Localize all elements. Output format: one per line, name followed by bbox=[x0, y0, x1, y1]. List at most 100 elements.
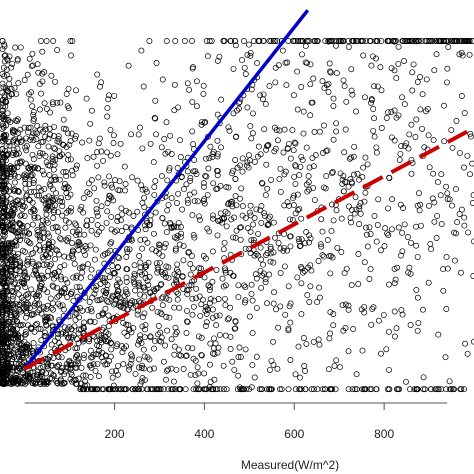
scatter-point bbox=[57, 379, 64, 386]
scatter-point bbox=[184, 197, 191, 204]
scatter-point bbox=[48, 177, 55, 184]
scatter-point bbox=[177, 154, 184, 160]
scatter-point bbox=[139, 186, 146, 193]
scatter-point bbox=[255, 143, 262, 150]
scatter-point bbox=[296, 172, 303, 179]
scatter-point bbox=[97, 281, 104, 287]
scatter-point bbox=[202, 304, 209, 311]
scatter-point bbox=[292, 163, 299, 170]
scatter-point bbox=[186, 86, 193, 93]
scatter-point bbox=[430, 170, 437, 177]
scatter-point bbox=[163, 314, 170, 320]
scatter-point bbox=[13, 266, 20, 273]
scatter-point bbox=[378, 125, 385, 131]
scatter-point bbox=[90, 386, 97, 393]
scatter-point bbox=[182, 386, 189, 393]
scatter-point bbox=[138, 182, 145, 189]
scatter-point bbox=[441, 138, 448, 145]
scatter-point bbox=[338, 215, 345, 222]
scatter-point bbox=[65, 335, 72, 342]
scatter-point bbox=[258, 284, 265, 291]
scatter-point bbox=[428, 246, 435, 253]
scatter-point bbox=[190, 265, 196, 272]
scatter-point bbox=[91, 256, 98, 263]
scatter-point bbox=[391, 107, 398, 114]
scatter-point bbox=[121, 163, 128, 170]
scatter-point bbox=[98, 296, 105, 303]
scatter-point bbox=[336, 364, 343, 371]
scatter-point bbox=[68, 130, 75, 137]
scatter-point bbox=[253, 251, 260, 258]
scatter-points bbox=[0, 38, 474, 393]
scatter-point bbox=[57, 235, 64, 242]
scatter-point bbox=[10, 378, 17, 385]
scatter-point bbox=[464, 350, 471, 357]
scatter-point bbox=[457, 269, 464, 276]
scatter-point bbox=[414, 202, 421, 209]
scatter-point bbox=[98, 224, 105, 231]
scatter-point bbox=[173, 366, 180, 373]
scatter-point bbox=[213, 322, 220, 329]
scatter-point bbox=[350, 38, 357, 44]
scatter-point bbox=[30, 177, 37, 184]
scatter-point bbox=[80, 248, 87, 255]
scatter-point bbox=[106, 274, 113, 281]
scatter-point bbox=[21, 77, 28, 83]
scatter-point bbox=[0, 362, 6, 368]
scatter-point bbox=[453, 118, 460, 124]
scatter-point bbox=[100, 252, 107, 259]
scatter-point bbox=[312, 152, 319, 159]
scatter-point bbox=[247, 52, 254, 59]
scatter-point bbox=[188, 282, 195, 288]
scatter-point bbox=[281, 202, 288, 209]
scatter-point bbox=[333, 207, 340, 214]
scatter-point bbox=[25, 255, 31, 262]
scatter-point bbox=[76, 284, 83, 291]
scatter-point bbox=[87, 374, 94, 380]
scatter-point bbox=[391, 280, 398, 287]
scatter-point bbox=[343, 98, 350, 105]
scatter-point bbox=[117, 386, 124, 393]
scatter-point bbox=[371, 83, 378, 90]
scatter-point bbox=[92, 246, 99, 253]
scatter-point bbox=[140, 284, 147, 291]
scatter-point bbox=[211, 335, 217, 342]
scatter-point bbox=[361, 259, 368, 266]
scatter-point bbox=[107, 126, 114, 133]
scatter-point bbox=[336, 38, 343, 44]
scatter-point bbox=[166, 165, 173, 172]
scatter-point bbox=[109, 368, 116, 375]
scatter-point bbox=[291, 173, 298, 180]
scatter-point bbox=[258, 179, 265, 186]
scatter-point bbox=[56, 292, 62, 299]
scatter-point bbox=[373, 38, 380, 44]
scatter-point bbox=[9, 217, 16, 224]
scatter-point bbox=[158, 311, 165, 318]
scatter-point bbox=[446, 378, 453, 385]
scatter-point bbox=[88, 266, 95, 273]
scatter-point bbox=[230, 110, 237, 117]
scatter-point bbox=[146, 38, 153, 44]
scatter-point bbox=[202, 307, 209, 314]
scatter-point bbox=[246, 209, 253, 216]
scatter-point bbox=[311, 196, 318, 203]
scatter-point bbox=[193, 103, 200, 110]
scatter-point bbox=[329, 201, 335, 208]
scatter-point bbox=[132, 287, 139, 294]
scatter-point bbox=[290, 147, 297, 154]
scatter-point bbox=[161, 244, 168, 251]
scatter-point bbox=[29, 347, 36, 354]
scatter-point bbox=[223, 386, 230, 393]
scatter-point bbox=[327, 330, 333, 337]
scatter-point bbox=[121, 329, 128, 336]
scatter-point bbox=[0, 164, 6, 171]
scatter-point bbox=[175, 190, 182, 197]
scatter-point bbox=[290, 38, 297, 44]
scatter-point bbox=[364, 243, 371, 250]
scatter-point bbox=[14, 197, 21, 204]
scatter-point bbox=[425, 279, 432, 286]
scatter-point bbox=[3, 350, 10, 357]
scatter-point bbox=[452, 230, 459, 237]
scatter-point bbox=[184, 307, 190, 314]
scatter-point bbox=[373, 149, 380, 156]
